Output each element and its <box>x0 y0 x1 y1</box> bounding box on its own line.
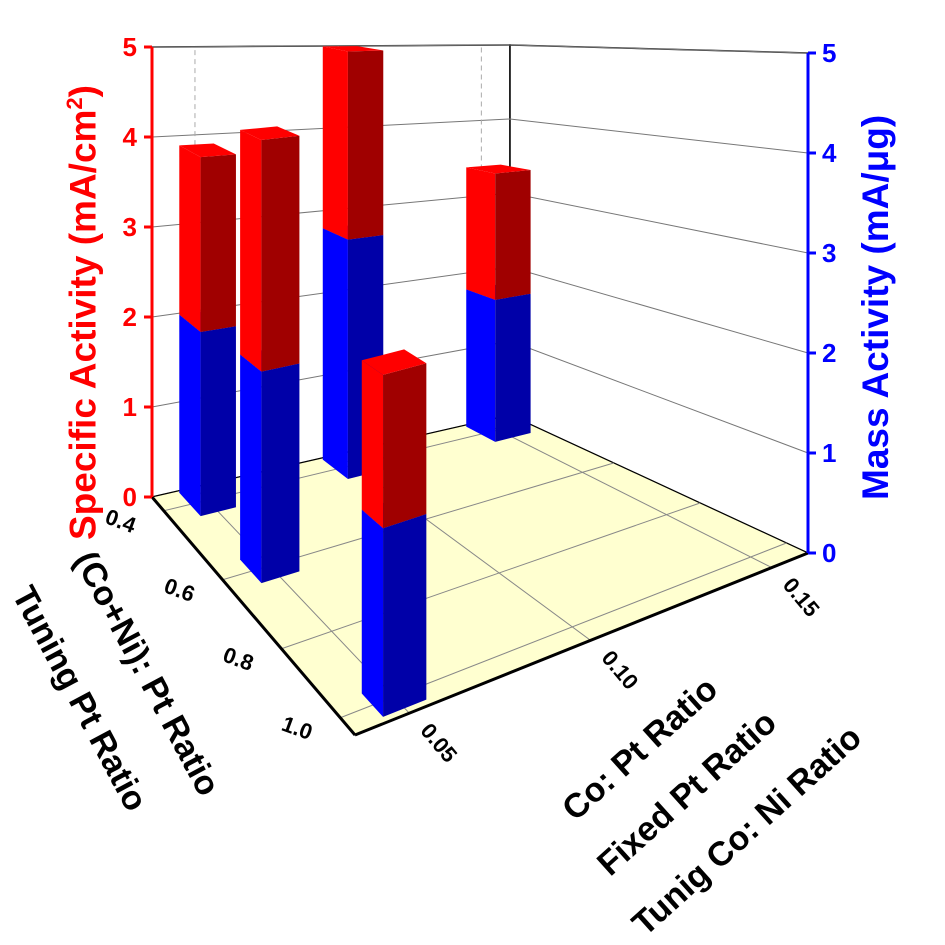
specific-activity-bar-front-face <box>495 169 531 300</box>
specific-activity-bar-front-face <box>347 50 384 240</box>
mass-activity-bar-left-face <box>322 228 348 480</box>
floor-gridline <box>281 502 701 650</box>
left-z-tick-label: 5 <box>123 32 137 62</box>
specific-activity-bar-left-face <box>361 360 384 529</box>
x-tick-label: 0.10 <box>597 646 644 695</box>
mass-activity-bar-front-face <box>495 293 531 442</box>
mass-activity-bar-left-face <box>179 314 201 517</box>
x-tick-label: 0.05 <box>416 718 463 767</box>
left-z-tick-label: 4 <box>123 122 138 152</box>
left-axis-title-text: Specific Activity (mA/cm <box>62 109 104 540</box>
left-axis-title-end: ) <box>62 84 104 98</box>
right-z-tick-label: 2 <box>822 338 836 368</box>
specific-activity-bar-front-face <box>383 363 427 529</box>
specific-activity-bar-front-face <box>200 154 236 333</box>
right-z-tick-label: 5 <box>822 38 836 68</box>
mass-activity-bar-left-face <box>466 289 496 442</box>
mass-activity-bar-left-face <box>240 354 262 584</box>
specific-activity-bar-top-face <box>179 143 236 158</box>
right-z-tick-label: 1 <box>822 438 836 468</box>
right-z-tick-label: 0 <box>822 538 836 568</box>
mass-activity-bar-front-face <box>383 514 427 717</box>
mass-activity-bar-front-face <box>200 326 236 517</box>
y-axis-line <box>150 496 357 736</box>
specific-activity-bar-top-face <box>466 164 531 174</box>
x-tick-label: 0.15 <box>778 573 825 622</box>
specific-activity-bar-left-face <box>322 46 348 240</box>
specific-activity-bar-top-face <box>322 46 384 52</box>
y-tick-label: 1.0 <box>279 711 316 745</box>
floor-gridline <box>481 421 772 569</box>
left-z-tick-label: 0 <box>123 482 137 512</box>
specific-activity-bar-front-face <box>261 135 300 372</box>
mass-activity-bar-left-face <box>361 509 384 717</box>
x-axis-line <box>354 551 809 737</box>
y-tick-label: 0.8 <box>220 642 257 676</box>
left-axis-title-sup: 2 <box>62 97 87 110</box>
left-z-tick-label: 2 <box>123 302 137 332</box>
specific-activity-bar-left-face <box>466 167 496 300</box>
specific-activity-bar-left-face <box>240 129 262 372</box>
y-tick-label: 0.6 <box>161 573 198 607</box>
specific-activity-bar-left-face <box>179 145 201 333</box>
right-z-tick-label: 4 <box>822 138 837 168</box>
mass-activity-bar-front-face <box>261 363 300 584</box>
left-z-tick-label: 3 <box>123 212 137 242</box>
specific-activity-bar-top-face <box>240 126 300 141</box>
left-axis-title: Specific Activity (mA/cm2) <box>62 85 104 540</box>
right-axis-title: Mass Activity (mA/μg) <box>855 114 896 500</box>
left-z-tick-label: 1 <box>123 392 137 422</box>
specific-activity-bar-top-face <box>361 349 427 375</box>
right-z-tick-label: 3 <box>822 238 836 268</box>
wall-gridline <box>151 44 809 54</box>
